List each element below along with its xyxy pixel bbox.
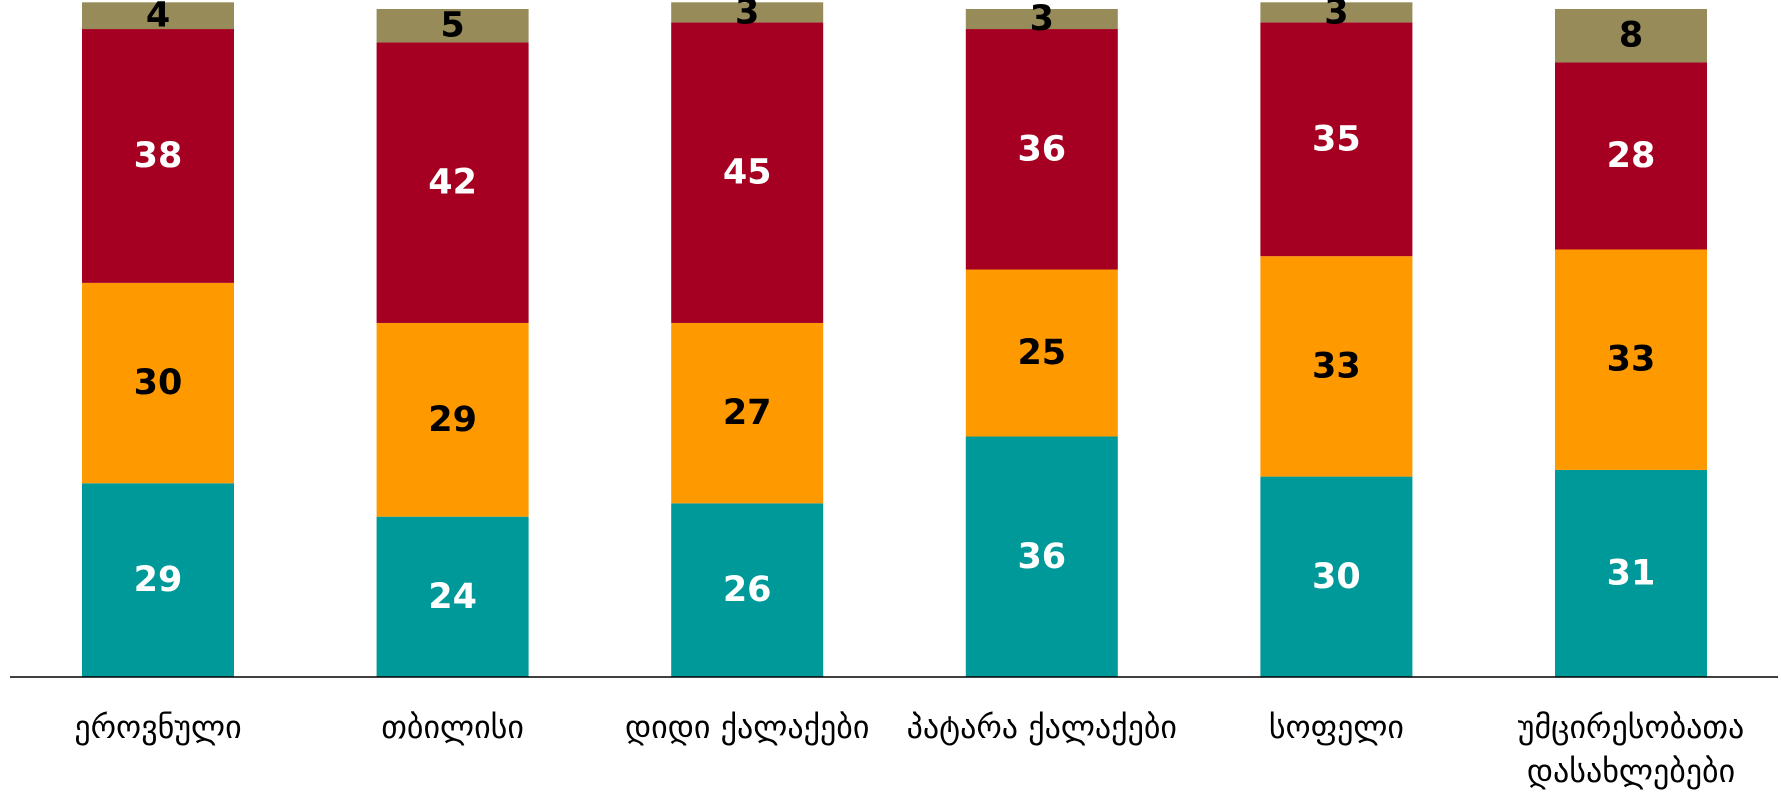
category-label: დასახლებები: [1527, 752, 1735, 790]
bar-segment: [82, 2, 234, 30]
bar-segment: [965, 436, 1118, 677]
bar-segment: [1260, 476, 1413, 677]
bar-segment: [1555, 62, 1707, 250]
data-label: 24: [428, 577, 477, 617]
bars-layer: 29 30 38 4 24 29 42 5 26 27 45 3 36 25 36 3 30 33 35 3 31 33 2…: [82, 0, 1707, 677]
bar-segment: [376, 42, 529, 323]
bar-segment: [82, 29, 234, 283]
data-label: 3: [1030, 0, 1054, 39]
bar-segment: [671, 322, 824, 504]
data-label: 42: [428, 163, 477, 203]
data-label: 5: [440, 6, 464, 46]
bar-segment: [1555, 469, 1707, 677]
data-label: 30: [134, 363, 183, 403]
bar-segment: [965, 9, 1118, 30]
data-label: 4: [146, 0, 170, 36]
bar-segment: [376, 516, 529, 677]
bar-segment: [671, 503, 824, 677]
category-label: უმცირესობათა: [1518, 708, 1745, 746]
data-label: 36: [1017, 129, 1066, 169]
data-label: 25: [1017, 333, 1066, 373]
bar-segment: [376, 9, 529, 43]
bar-segment: [82, 282, 234, 484]
category-labels-layer: ეროვნული თბილისი დიდი ქალაქები პატარა ქალაქ…: [74, 708, 1744, 790]
bar-segment: [965, 269, 1118, 437]
bar-segment: [1555, 9, 1707, 63]
bar-segment: [1260, 2, 1413, 23]
bar-segment: [376, 322, 529, 517]
category-label: თბილისი: [381, 708, 524, 746]
data-label: 3: [1324, 0, 1348, 32]
bar-segment: [1555, 249, 1707, 470]
data-label: 30: [1312, 557, 1361, 597]
data-label: 8: [1619, 16, 1643, 56]
category-label: პატარა ქალაქები: [907, 708, 1177, 746]
category-label: სოფელი: [1269, 708, 1404, 746]
data-label: 33: [1312, 346, 1361, 386]
data-label: 3: [735, 0, 759, 32]
data-label: 38: [134, 136, 183, 176]
data-label: 33: [1607, 340, 1656, 380]
data-label: 26: [723, 570, 772, 610]
data-label: 27: [723, 393, 772, 433]
bar-segment: [671, 2, 824, 23]
bar-segment: [965, 29, 1118, 270]
data-label: 36: [1017, 537, 1066, 577]
bar-segment: [671, 22, 824, 323]
data-label: 28: [1607, 136, 1656, 176]
data-label: 31: [1607, 553, 1656, 593]
category-label: დიდი ქალაქები: [625, 708, 869, 746]
data-label: 29: [428, 400, 477, 440]
bar-segment: [82, 483, 234, 677]
data-label: 35: [1312, 119, 1361, 159]
data-label: 29: [134, 560, 183, 600]
bar-segment: [1260, 22, 1413, 257]
bar-segment: [1260, 256, 1413, 477]
data-label: 45: [723, 153, 772, 193]
category-label: ეროვნული: [74, 708, 241, 746]
